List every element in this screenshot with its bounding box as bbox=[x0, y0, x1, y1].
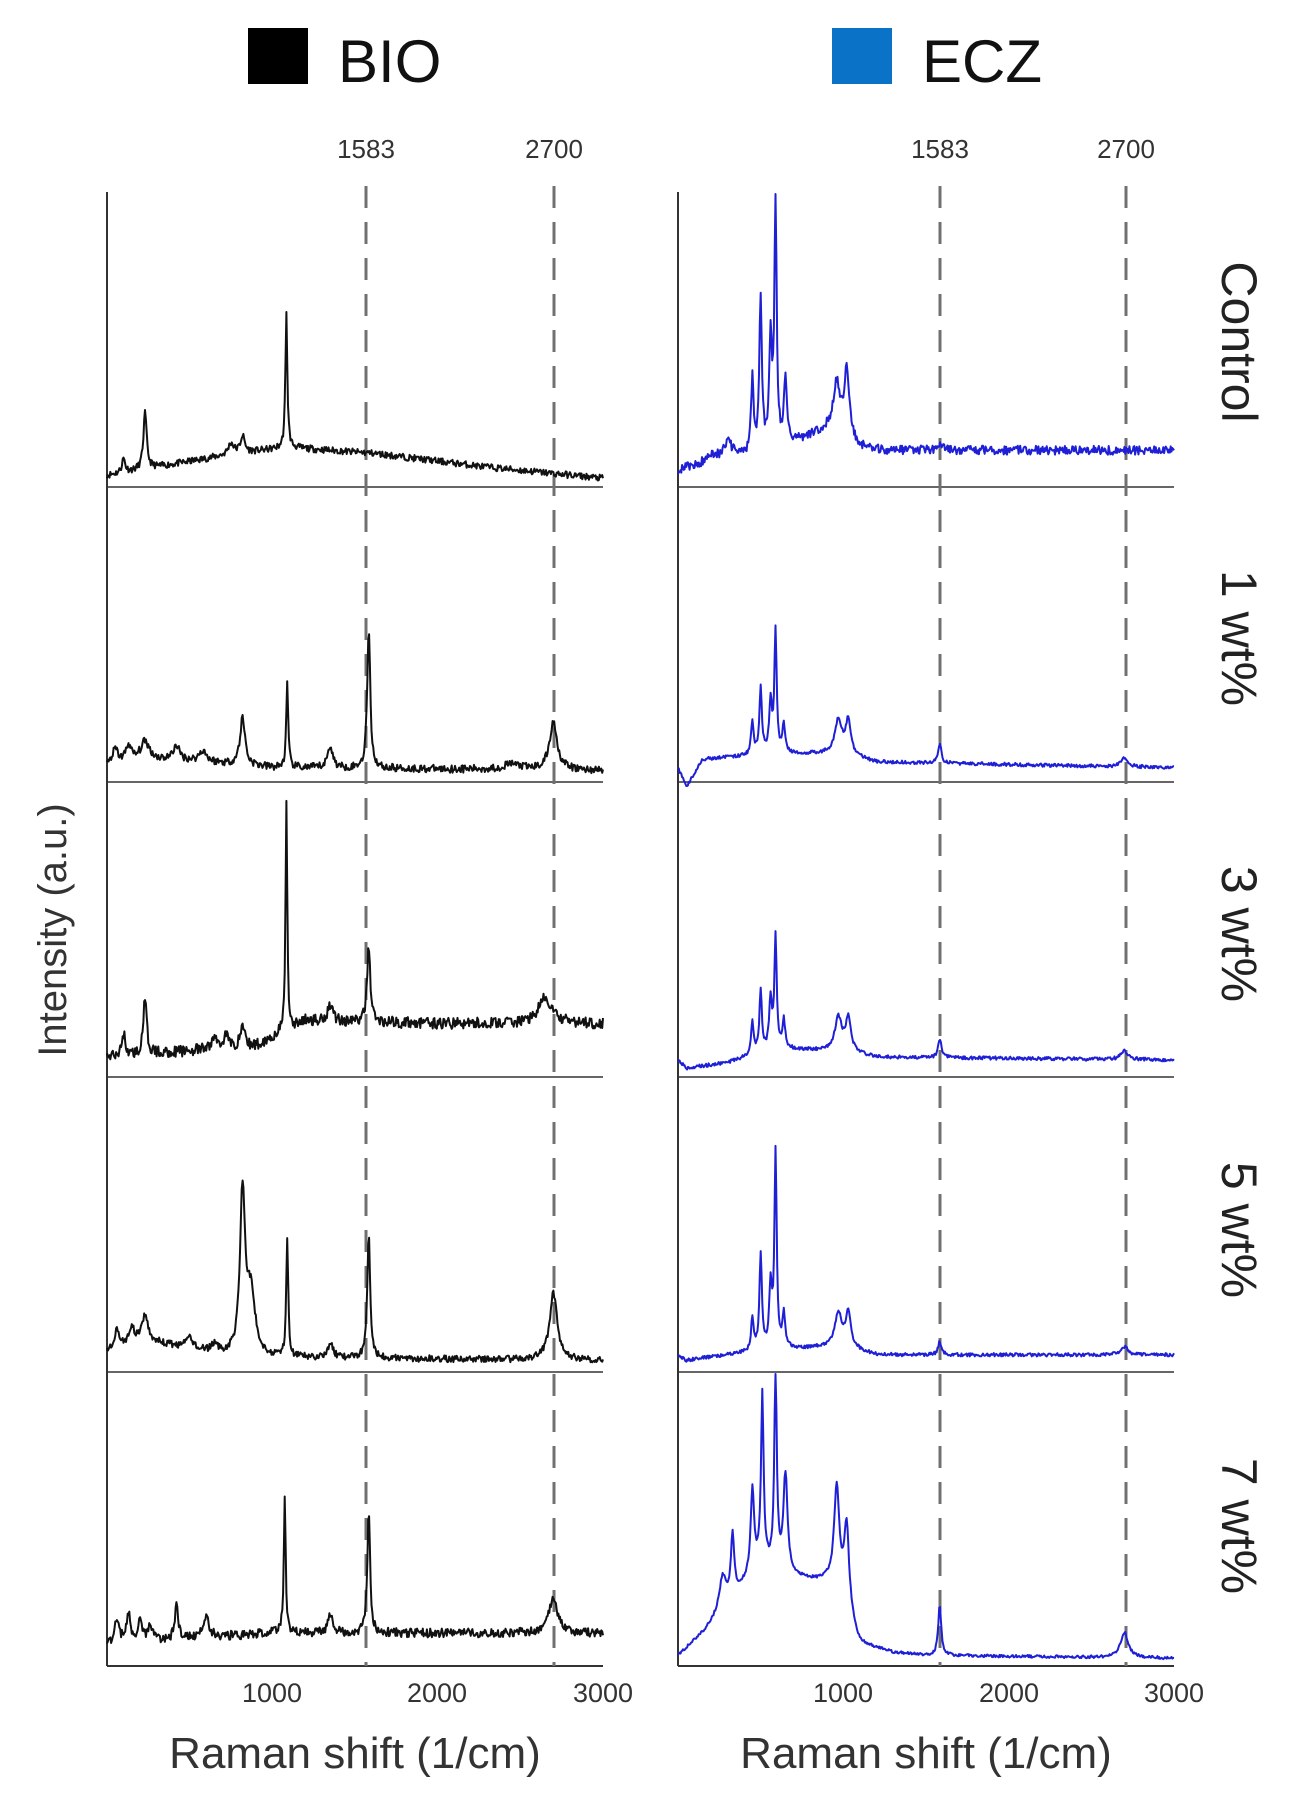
bio-x-axis-label: Raman shift (1/cm) bbox=[169, 1729, 541, 1778]
ecz-spectra bbox=[677, 193, 1175, 1661]
ecz-x-tick-3000: 3000 bbox=[1144, 1678, 1204, 1708]
bio-spectrum-1wt bbox=[106, 633, 604, 775]
ecz-spectrum-3wt bbox=[677, 930, 1175, 1071]
row-label-7wt: 7 wt% bbox=[1211, 1458, 1267, 1594]
row-label-1wt: 1 wt% bbox=[1211, 570, 1267, 706]
legend-label-bio: BIO bbox=[338, 28, 441, 95]
bio-spectra bbox=[106, 311, 604, 1644]
legend-swatch-ecz bbox=[832, 28, 892, 84]
row-label-control: Control bbox=[1211, 261, 1267, 422]
legend-swatch-bio bbox=[248, 28, 308, 84]
row-label-3wt: 3 wt% bbox=[1211, 866, 1267, 1002]
ref-label-1583-right: 1583 bbox=[911, 134, 969, 164]
ecz-spectrum-1wt bbox=[677, 624, 1175, 787]
bio-spectrum-3wt bbox=[106, 799, 604, 1061]
reference-labels: 1583 2700 1583 2700 bbox=[337, 134, 1155, 164]
bio-x-tick-2000: 2000 bbox=[407, 1678, 467, 1708]
y-axis-label: Intensity (a.u.) bbox=[31, 803, 75, 1056]
bio-spectrum-control bbox=[106, 311, 604, 482]
row-labels: Control 1 wt% 3 wt% 5 wt% 7 wt% bbox=[1211, 261, 1267, 1594]
row-label-5wt: 5 wt% bbox=[1211, 1162, 1267, 1298]
ecz-spectrum-7wt bbox=[677, 1373, 1175, 1661]
ecz-x-tick-1000: 1000 bbox=[813, 1678, 873, 1708]
bio-x-tick-3000: 3000 bbox=[573, 1678, 633, 1708]
ecz-axes: 1000 2000 3000 Raman shift (1/cm) bbox=[677, 186, 1204, 1778]
bio-spectrum-5wt bbox=[106, 1179, 604, 1364]
bio-x-tick-1000: 1000 bbox=[242, 1678, 302, 1708]
bio-axes: 1000 2000 3000 Raman shift (1/cm) bbox=[106, 186, 633, 1778]
ecz-x-tick-2000: 2000 bbox=[979, 1678, 1039, 1708]
ecz-x-axis-label: Raman shift (1/cm) bbox=[740, 1729, 1112, 1778]
ref-label-2700-left: 2700 bbox=[525, 134, 583, 164]
legend-label-ecz: ECZ bbox=[922, 28, 1042, 95]
ref-label-2700-right: 2700 bbox=[1097, 134, 1155, 164]
ref-label-1583-left: 1583 bbox=[337, 134, 395, 164]
legend: BIO ECZ bbox=[248, 28, 1042, 95]
ecz-spectrum-5wt bbox=[677, 1144, 1175, 1363]
bio-spectrum-7wt bbox=[106, 1495, 604, 1644]
ecz-spectrum-control bbox=[677, 193, 1175, 475]
